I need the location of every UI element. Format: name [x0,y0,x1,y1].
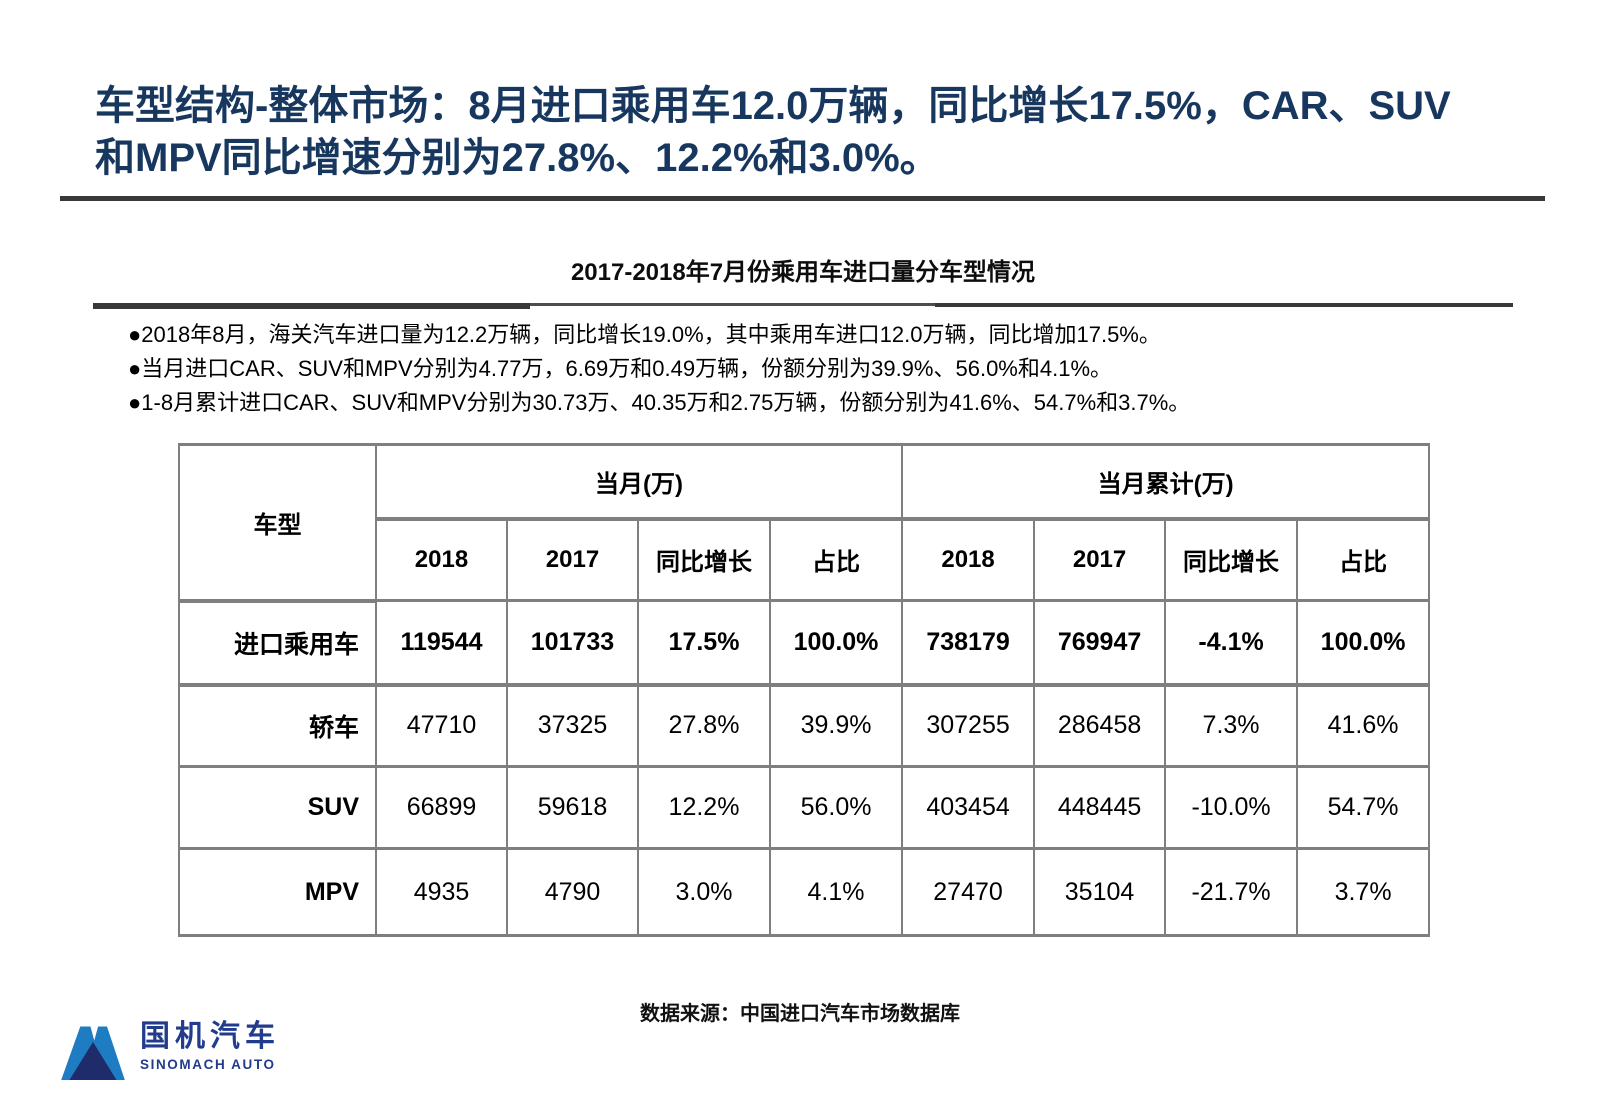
table-cell: 307255 [901,683,1036,768]
table-cell: 59618 [506,765,639,850]
col-header: 同比增长 [1164,517,1299,602]
bullet-item: ●2018年8月，海关汽车进口量为12.2万辆，同比增长19.0%，其中乘用车进… [128,322,1161,347]
table-cell: 66899 [375,765,508,850]
table-cell: 119544 [375,599,508,687]
table-cell: 35104 [1033,847,1167,937]
table-cell: 4.1% [768,847,904,937]
row-label: SUV [178,765,377,850]
table-cell: 37325 [506,683,639,768]
page-title-line-1: 车型结构-整体市场：8月进口乘用车12.0万辆，同比增长17.5%，CAR、SU… [95,84,1451,128]
bullet-item: ●1-8月累计进口CAR、SUV和MPV分别为30.73万、40.35万和2.7… [128,390,1191,415]
table-title: 2017-2018年7月份乘用车进口量分车型情况 [570,259,1036,286]
logo-name-cn: 国机汽车 [140,1020,280,1053]
col-header: 2017 [506,517,639,602]
title-divider [60,196,1545,201]
table-cell: 56.0% [768,765,904,850]
col-header: 2017 [1033,517,1167,602]
row-label: 轿车 [178,683,377,768]
bullet-item: ●当月进口CAR、SUV和MPV分别为4.77万，6.69万和0.49万辆，份额… [128,356,1113,381]
bullet-list: ●2018年8月，海关汽车进口量为12.2万辆，同比增长19.0%，其中乘用车进… [128,318,1468,420]
sinomach-logo: 国机汽车 SINOMACH AUTO [60,1020,280,1080]
table-cell: 17.5% [637,599,771,687]
table-row: 轿车 47710 37325 27.8% 39.9% 307255 286458… [178,683,1431,768]
table-cell: 769947 [1033,599,1167,687]
table-row: 进口乘用车 119544 101733 17.5% 100.0% 738179 … [178,599,1431,687]
col-header: 占比 [1296,517,1431,602]
subtitle-divider-middle [530,303,935,306]
table-cell: 41.6% [1296,683,1431,768]
logo-text-block: 国机汽车 SINOMACH AUTO [140,1020,280,1072]
table-cell: 54.7% [1296,765,1431,850]
table-cell: 27.8% [637,683,771,768]
table-cell: 47710 [375,683,508,768]
subtitle-divider-right [935,303,1513,307]
sinomach-mountain-icon [61,1026,125,1080]
import-volume-table: 车型 当月(万) 当月累计(万) 2018 2017 同比增长 占比 2018 … [178,443,1431,937]
col-header: 同比增长 [637,517,771,602]
table-cell: 100.0% [768,599,904,687]
data-source-note: 数据来源：中国进口汽车市场数据库 [640,1003,960,1025]
col-header: 2018 [375,517,508,602]
table-cell: 39.9% [768,683,904,768]
table-cell: 4935 [375,847,508,937]
table-cell: 286458 [1033,683,1167,768]
table-cell: 448445 [1033,765,1167,850]
table-cell: -10.0% [1164,765,1299,850]
table-cell: 12.2% [637,765,771,850]
page-title: 车型结构-整体市场：8月进口乘用车12.0万辆，同比增长17.5%，CAR、SU… [95,80,1555,184]
table-cell: 101733 [506,599,639,687]
subtitle-divider-left [93,303,530,309]
table-cell: 4790 [506,847,639,937]
logo-name-en: SINOMACH AUTO [140,1057,276,1072]
row-label: MPV [178,847,377,937]
table-cell: 3.0% [637,847,771,937]
table-cell: 100.0% [1296,599,1431,687]
col-header: 2018 [901,517,1036,602]
table-cell: -4.1% [1164,599,1299,687]
table-cell: 403454 [901,765,1036,850]
table-cell: 27470 [901,847,1036,937]
table-cell: 3.7% [1296,847,1431,937]
table-row: MPV 4935 4790 3.0% 4.1% 27470 35104 -21.… [178,847,1431,937]
col-header: 占比 [768,517,904,602]
table-cell: 7.3% [1164,683,1299,768]
group-header-current-month: 当月(万) [374,443,904,521]
page-title-line-2: 和MPV同比增速分别为27.8%、12.2%和3.0%。 [95,136,940,180]
table-corner-cell: 车型 [178,443,377,603]
subtitle-divider [93,303,1513,309]
row-label: 进口乘用车 [178,599,377,687]
table-row: SUV 66899 59618 12.2% 56.0% 403454 44844… [178,765,1431,850]
table-cell: -21.7% [1164,847,1299,937]
group-header-cumulative: 当月累计(万) [901,443,1431,521]
table-cell: 738179 [901,599,1036,687]
